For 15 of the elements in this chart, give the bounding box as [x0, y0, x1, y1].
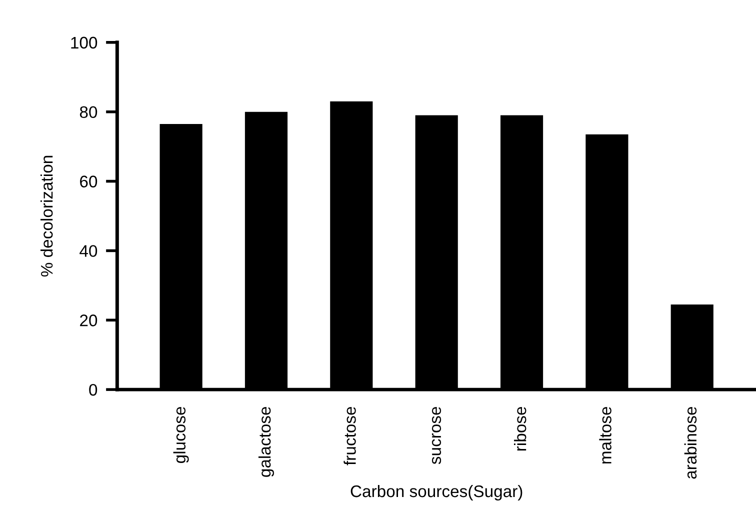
y-tick-label: 80 [80, 106, 98, 118]
x-tick-label: galactose [258, 406, 274, 477]
x-tick-label: maltose [599, 406, 612, 464]
y-tick-label: 100 [71, 36, 98, 49]
x-tick-label: fructose [344, 406, 356, 466]
y-tick-label: 60 [80, 176, 98, 188]
x-tick-label: glucose [173, 406, 189, 463]
x-tick-label: sucrose [432, 406, 442, 464]
y-axis-title: % decolorization [40, 156, 53, 277]
x-axis-title: Carbon sources(Sugar) [350, 484, 522, 501]
x-tick-label: arabinose [684, 406, 697, 479]
y-tick-label: 0 [89, 384, 98, 396]
y-tick-label: 40 [80, 245, 98, 257]
y-tick-label: 20 [80, 314, 98, 326]
x-tick-label: ribose [514, 406, 526, 450]
